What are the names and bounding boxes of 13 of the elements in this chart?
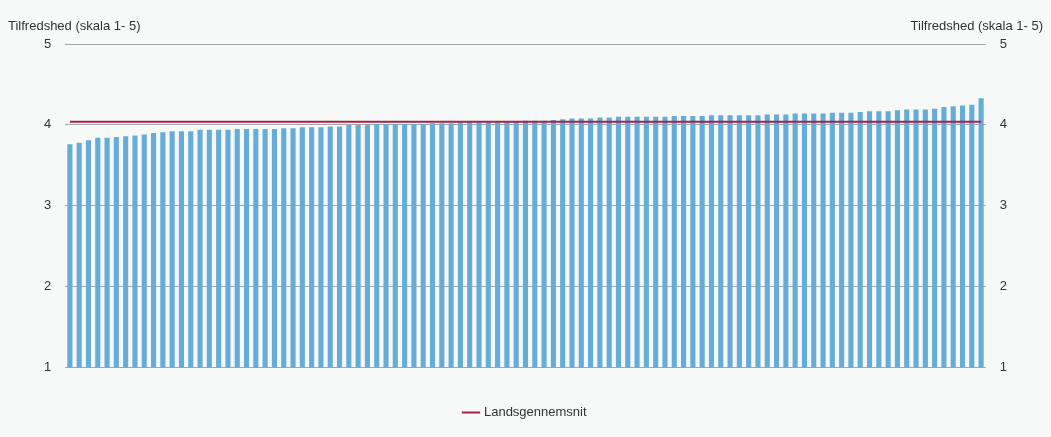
y-axis-title: Tilfredshed (skala 1- 5)	[8, 18, 141, 33]
y-tick-label: 3	[44, 197, 52, 213]
y2-tick-label: 4	[999, 116, 1007, 132]
legend-label: Landsgennemsnit	[483, 404, 587, 420]
y2-tick-label: 2	[999, 278, 1007, 294]
y2-tick-label: 5	[999, 35, 1007, 51]
y-tick-label: 2	[44, 278, 52, 294]
y2-tick-label: 1	[999, 359, 1007, 375]
y-tick-label: 1	[44, 359, 52, 375]
y2-axis-title: Tilfredshed (skala 1- 5)	[910, 18, 1043, 33]
y-tick-label: 5	[44, 35, 52, 51]
y2-tick-label: 3	[999, 197, 1007, 213]
y-tick-label: 4	[44, 116, 52, 132]
